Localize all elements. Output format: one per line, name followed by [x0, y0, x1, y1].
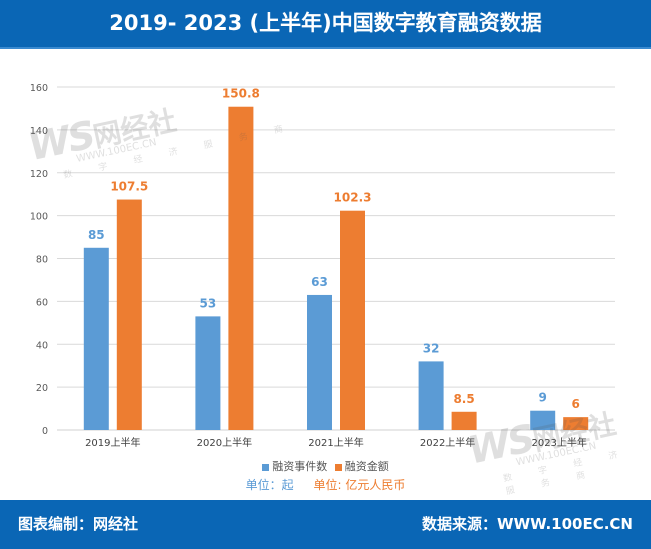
bar-amount [228, 106, 254, 430]
x-tick-label: 2020上半年 [197, 436, 252, 449]
x-tick-label: 2023上半年 [531, 436, 586, 449]
data-label-count: 9 [539, 391, 547, 405]
legend-swatch-amount [334, 463, 342, 471]
y-tick-label: 120 [30, 169, 48, 180]
data-labels: 85 107.5 53 150.8 63 102.3 32 8.5 9 6 [88, 87, 580, 411]
gridlines [57, 86, 615, 431]
bar-amount [563, 417, 589, 430]
bar-count [530, 410, 556, 430]
bars [83, 106, 589, 430]
y-tick-label: 100 [30, 212, 48, 223]
x-tick-label: 2022上半年 [420, 436, 475, 449]
chart-title: 2019- 2023 (上半年)中国数字教育融资数据 [109, 11, 542, 35]
data-label-count: 63 [311, 275, 328, 289]
legend-label-count: 融资事件数 [272, 460, 328, 473]
data-label-amount: 8.5 [453, 392, 474, 406]
bar-count [83, 247, 109, 430]
footer-banner: 图表编制：网经社 数据来源：WWW.100EC.CN [0, 500, 651, 549]
data-label-count: 32 [423, 341, 440, 355]
bar-count [195, 316, 221, 430]
data-label-amount: 102.3 [334, 191, 372, 205]
bar-count [418, 361, 444, 430]
bar-count [307, 294, 332, 430]
legend-item-count[interactable]: 融资事件数 [262, 458, 327, 474]
y-tick-label: 40 [36, 340, 48, 351]
legend-swatch-count [262, 463, 270, 471]
bar-amount [116, 199, 142, 430]
y-tick-label: 60 [36, 297, 48, 308]
data-label-count: 53 [200, 296, 217, 310]
unit-count: 单位：起 [245, 478, 294, 492]
legend-item-amount[interactable]: 融资金额 [334, 458, 389, 474]
units-note: 单位：起 单位: 亿元人民币 [0, 476, 651, 493]
data-label-count: 85 [88, 228, 105, 242]
x-tick-label: 2019上半年 [85, 436, 140, 449]
x-tick-label: 2021上半年 [308, 436, 363, 449]
y-tick-label: 160 [30, 83, 48, 94]
x-axis-ticks: 2019上半年 2020上半年 2021上半年 2022上半年 2023上半年 [85, 436, 587, 449]
bar-amount [340, 210, 365, 430]
footer-source: 数据来源：WWW.100EC.CN [422, 515, 633, 533]
unit-amount: 单位: 亿元人民币 [313, 478, 406, 492]
y-tick-label: 0 [42, 426, 48, 437]
y-tick-label: 140 [30, 126, 48, 137]
data-label-amount: 150.8 [222, 87, 260, 101]
bar-chart: 0 20 40 60 80 100 120 140 160 85 107.5 53 150.8 63 10… [30, 83, 615, 449]
y-axis-ticks: 0 20 40 60 80 100 120 140 160 [30, 83, 48, 437]
y-tick-label: 80 [36, 255, 48, 266]
data-label-amount: 6 [572, 397, 580, 411]
legend-label-amount: 融资金额 [344, 460, 389, 473]
footer-credit: 图表编制：网经社 [18, 515, 139, 533]
y-tick-label: 20 [36, 383, 48, 394]
data-label-amount: 107.5 [110, 180, 148, 194]
legend: 融资事件数 融资金额 [0, 458, 651, 474]
bar-amount [451, 411, 477, 430]
title-banner: 2019- 2023 (上半年)中国数字教育融资数据 [0, 0, 651, 49]
